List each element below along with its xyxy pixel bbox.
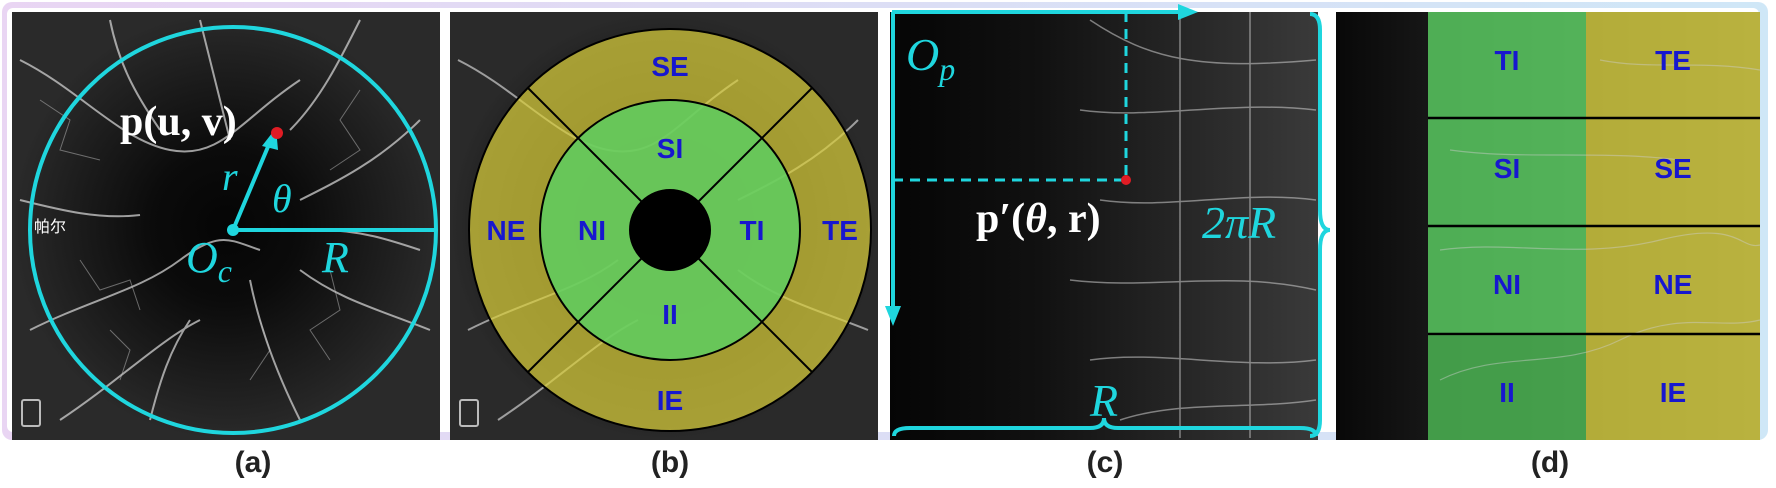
panel-d: TI TE SI SE NI NE II IE — [1336, 12, 1761, 440]
label-se: SE — [651, 51, 688, 82]
polar-vessels — [1069, 12, 1317, 438]
point-label-a: p(u, v) — [120, 99, 237, 145]
label-ne: NE — [487, 215, 526, 246]
label-te: TE — [822, 215, 858, 246]
mapped-point — [1121, 175, 1131, 185]
polar-image — [890, 12, 1318, 440]
label-si: SI — [657, 133, 683, 164]
vessels-a — [19, 19, 431, 421]
caption-d: (d) — [1530, 446, 1570, 479]
scale-icon-a — [21, 399, 41, 427]
foveal-center — [629, 189, 711, 271]
watermark-text: 帕尔 — [34, 217, 66, 236]
sample-point — [271, 127, 283, 139]
radius-vector — [231, 141, 272, 231]
point-suffix: , r) — [1047, 196, 1101, 242]
row4-left-label: II — [1499, 377, 1515, 408]
center-point — [227, 224, 239, 236]
row2-left-label: SI — [1494, 153, 1520, 184]
mapped-point-label: p′(θ, r) — [976, 196, 1101, 242]
sector-labels: SE SI NE NI TI TE II IE — [487, 51, 858, 416]
theta-arrowhead — [1178, 4, 1198, 20]
caption-c: (c) — [1086, 446, 1124, 479]
width-brace — [892, 417, 1318, 437]
row2-right-label: SE — [1654, 153, 1691, 184]
panel-a: 帕尔 p(u, v) r θ Oc R — [12, 12, 440, 440]
inner-band-shade — [1428, 336, 1586, 440]
panel-b: SE SI NE NI TI TE II IE — [450, 12, 878, 440]
origin-label-sub: p — [937, 51, 955, 87]
center-label-base: O — [186, 233, 218, 282]
row3-left-label: NI — [1493, 269, 1521, 300]
center-label: Oc — [186, 233, 232, 289]
r-arrowhead — [885, 306, 901, 326]
row4-right-label: IE — [1660, 377, 1686, 408]
sector-dividers — [527, 87, 813, 373]
origin-label: Op — [906, 29, 955, 87]
width-label: R — [1089, 375, 1118, 426]
radius-symbol: r — [222, 154, 238, 199]
angle-symbol: θ — [272, 176, 292, 221]
row1-right-label: TE — [1655, 45, 1691, 76]
label-ti: TI — [740, 215, 765, 246]
scale-icon-b — [459, 399, 479, 427]
panel-c: Op p′(θ, r) 2πR R — [885, 4, 1331, 440]
row3-right-label: NE — [1654, 269, 1693, 300]
point-prefix: p′( — [976, 196, 1025, 242]
caption-b: (b) — [650, 446, 690, 479]
point-theta: θ — [1025, 196, 1047, 242]
band-labels: TI TE SI SE NI NE II IE — [1493, 45, 1692, 408]
label-ie: IE — [657, 385, 683, 416]
height-label: 2πR — [1202, 197, 1276, 248]
capillaries-a — [39, 89, 361, 381]
center-label-sub: c — [218, 253, 232, 289]
height-brace — [1309, 12, 1331, 438]
label-ni: NI — [578, 215, 606, 246]
caption-a: (a) — [234, 446, 272, 479]
unfolded-vessels — [1439, 59, 1761, 381]
label-ii: II — [662, 299, 678, 330]
row1-left-label: TI — [1495, 45, 1520, 76]
big-radius-label: R — [321, 233, 349, 282]
row-dividers — [1428, 116, 1760, 336]
origin-label-base: O — [906, 29, 939, 80]
